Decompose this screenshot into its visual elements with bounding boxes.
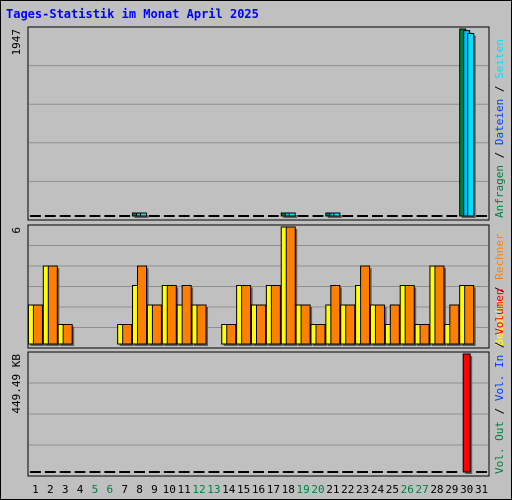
x-tick-label: 10 [163,483,176,496]
bar-visits-rechner [270,285,281,345]
legend-item: Seiten [493,39,506,79]
x-tick-label: 29 [445,483,458,496]
bar-visits-rechner [285,226,296,345]
x-tick-label: 18 [282,483,295,496]
bar-visits-rechner [404,285,415,345]
x-tick-label: 7 [121,483,128,496]
bar-requests-seiten [140,212,148,217]
bar-visits-rechner [226,324,237,345]
bar-visits-rechner [122,324,133,345]
legend-item: Dateien [493,99,506,145]
bar-visits-rechner [360,265,371,345]
legend-item: Rechner [493,233,506,280]
legend-item: Vol. In [493,355,506,401]
panel-volume-max-label: 449.49 KB [10,354,23,414]
x-tick-label: 2 [47,483,54,496]
bar-visits-rechner [62,324,73,345]
x-tick-label: 21 [326,483,339,496]
bar-visits-rechner [32,304,43,345]
x-tick-label: 12 [192,483,205,496]
legend-item: Anfragen [493,165,506,218]
x-tick-label: 14 [222,483,236,496]
legend-volume: Vol. Out / Vol. In / Volumen [493,289,506,474]
x-tick-label: 25 [386,483,399,496]
panel-visits-max-label: 6 [10,227,23,234]
bar-visits-rechner [345,304,356,345]
x-tick-label: 16 [252,483,265,496]
bar-volume-volumen [462,353,471,473]
legend-requests: Anfragen / Dateien / Seiten [493,39,506,218]
bar-visits-rechner [151,304,162,345]
x-tick-label: 11 [178,483,191,496]
panel-requests-frame [27,26,490,221]
legend-item: Volumen [493,289,506,335]
chart-title: Tages-Statistik im Monat April 2025 [6,7,259,21]
bar-requests-seiten [467,33,475,217]
x-tick-label: 27 [415,483,428,496]
bar-visits-rechner [256,304,266,345]
x-tick-label: 15 [237,483,250,496]
bar-visits-rechner [241,285,252,345]
legend-separator: / [493,280,506,300]
bar-visits-rechner [166,285,177,345]
bar-visits-rechner [389,304,400,345]
x-tick-label: 13 [207,483,220,496]
x-tick-label: 6 [106,483,113,496]
bar-visits-rechner [419,324,430,345]
x-tick-label: 9 [151,483,158,496]
bar-visits-rechner [374,304,385,345]
bar-visits-rechner [449,304,460,345]
bar-visits-rechner [137,265,148,345]
legend-item: Vol. Out [493,421,506,474]
x-tick-label: 28 [430,483,443,496]
legend-separator: / [493,145,506,165]
x-tick-label: 17 [267,483,280,496]
bar-visits-rechner [47,265,58,345]
x-tick-label: 30 [460,483,473,496]
legend-separator: / [493,335,506,355]
x-tick-label: 8 [136,483,143,496]
bar-visits-rechner [196,304,207,345]
bar-visits-rechner [434,265,445,345]
bar-visits-rechner [330,285,341,345]
legend-separator: / [493,401,506,421]
x-tick-label: 3 [62,483,69,496]
x-tick-label: 22 [341,483,354,496]
bar-requests-seiten [288,212,296,217]
bar-visits-rechner [300,304,311,345]
x-tick-label: 24 [371,483,385,496]
bar-visits-rechner [181,285,192,345]
legend-item: Besuche [493,300,506,346]
bar-visits-rechner [464,285,475,345]
x-tick-label: 5 [92,483,99,496]
x-tick-label: 26 [401,483,414,496]
x-tick-label: 20 [311,483,324,496]
x-tick-label: 19 [296,483,309,496]
x-tick-label: 31 [475,483,488,496]
legend-visits: Besuche / Rechner [493,233,506,346]
legend-separator: / [493,79,506,99]
bar-requests-seiten [333,212,341,217]
x-tick-label: 4 [77,483,84,496]
panel-requests-max-label: 1947 [10,29,23,56]
bar-visits-rechner [315,324,326,345]
x-tick-label: 1 [32,483,39,496]
x-tick-label: 23 [356,483,369,496]
